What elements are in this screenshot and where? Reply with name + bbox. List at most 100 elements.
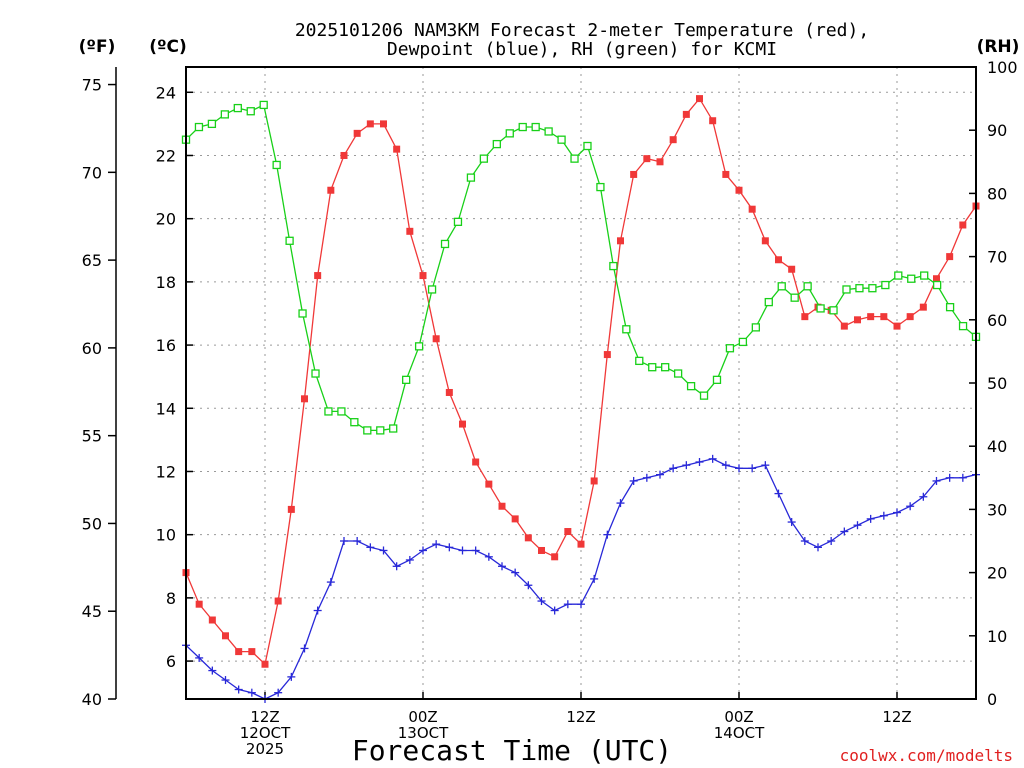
data-point <box>564 528 572 536</box>
data-point <box>777 282 786 291</box>
data-point <box>669 136 677 144</box>
data-point <box>590 477 598 485</box>
data-point <box>635 356 644 366</box>
data-point <box>537 597 546 606</box>
data-point <box>800 537 809 545</box>
data-point <box>761 461 770 470</box>
data-point <box>327 186 335 194</box>
rh-tick-label: 50 <box>987 374 1007 393</box>
data-point <box>471 546 480 555</box>
data-point <box>894 271 903 280</box>
data-point <box>414 342 424 351</box>
data-point <box>380 120 387 128</box>
plot-frame <box>185 66 977 700</box>
data-point <box>790 293 799 302</box>
fahrenheit-tick-label: 55 <box>82 427 102 446</box>
credit-text: coolwx.com/modelts <box>840 746 1013 765</box>
data-point <box>392 562 401 571</box>
fahrenheit-tick-label: 65 <box>82 251 102 270</box>
data-point <box>725 344 735 353</box>
data-point <box>326 578 335 587</box>
data-point <box>919 303 927 311</box>
data-point <box>563 600 572 609</box>
data-point <box>932 280 942 290</box>
data-point <box>829 306 838 315</box>
data-point <box>544 127 553 136</box>
data-point <box>207 119 217 129</box>
celsius-tick-label: 12 <box>156 462 176 481</box>
data-point <box>466 173 476 182</box>
data-point <box>933 275 940 283</box>
data-point <box>220 110 230 119</box>
data-point <box>695 458 704 466</box>
data-point <box>603 530 612 539</box>
data-point <box>682 461 691 470</box>
celsius-tick-label: 24 <box>156 83 176 102</box>
time-tick-label: 14OCT <box>714 724 765 742</box>
data-point <box>248 648 256 656</box>
data-point <box>287 505 295 513</box>
celsius-tick-label: 22 <box>156 146 176 165</box>
chart-title-line2: Dewpoint (blue), RH (green) for KCMI <box>387 39 777 60</box>
fahrenheit-tick-label: 40 <box>82 690 102 709</box>
fahrenheit-axis-unit: (ºF) <box>79 37 116 57</box>
rh-tick-label: 90 <box>987 121 1007 140</box>
data-point <box>459 420 466 428</box>
data-point <box>722 170 730 178</box>
data-point <box>854 316 861 324</box>
data-point <box>287 672 296 681</box>
data-point <box>881 280 890 290</box>
data-point <box>261 660 269 668</box>
data-point <box>194 122 204 132</box>
rh-tick-label: 70 <box>987 248 1007 267</box>
x-axis-label: Forecast Time (UTC) <box>352 734 672 767</box>
data-point <box>946 253 954 261</box>
data-point <box>751 323 760 332</box>
series-rh <box>181 100 981 435</box>
data-point <box>842 285 851 294</box>
fahrenheit-tick-label: 70 <box>82 163 102 182</box>
data-point <box>419 272 427 280</box>
data-point <box>300 644 309 653</box>
time-tick-label: 12Z <box>250 708 279 726</box>
data-point <box>590 574 599 583</box>
data-point <box>340 151 348 159</box>
data-point <box>709 117 717 125</box>
data-point <box>686 382 696 391</box>
data-point <box>511 568 520 577</box>
data-point <box>867 313 875 321</box>
data-point <box>617 237 624 245</box>
data-point <box>550 606 559 615</box>
data-point <box>479 154 489 163</box>
data-point <box>682 110 690 118</box>
celsius-axis-unit: (ºC) <box>149 37 187 57</box>
data-point <box>735 464 743 473</box>
celsius-tick-label: 6 <box>166 652 176 671</box>
rh-tick-label: 40 <box>987 437 1007 456</box>
data-point <box>458 546 467 555</box>
data-point <box>945 473 954 482</box>
data-point <box>498 562 506 571</box>
data-point <box>932 476 941 485</box>
data-point <box>616 499 625 508</box>
data-point <box>879 511 888 520</box>
data-point <box>775 256 782 264</box>
data-point <box>453 217 463 226</box>
data-point <box>643 155 651 163</box>
data-point <box>803 282 812 291</box>
data-point <box>868 284 877 293</box>
data-point <box>708 454 717 463</box>
data-point <box>531 122 540 132</box>
data-point <box>738 337 748 347</box>
data-point <box>609 261 618 271</box>
data-point <box>761 237 769 245</box>
data-point <box>246 107 255 116</box>
data-point <box>484 552 493 561</box>
data-point <box>406 227 414 235</box>
data-point <box>827 537 836 545</box>
data-point <box>363 426 372 435</box>
data-point <box>285 236 294 245</box>
data-point <box>907 274 916 283</box>
data-point <box>538 546 545 554</box>
